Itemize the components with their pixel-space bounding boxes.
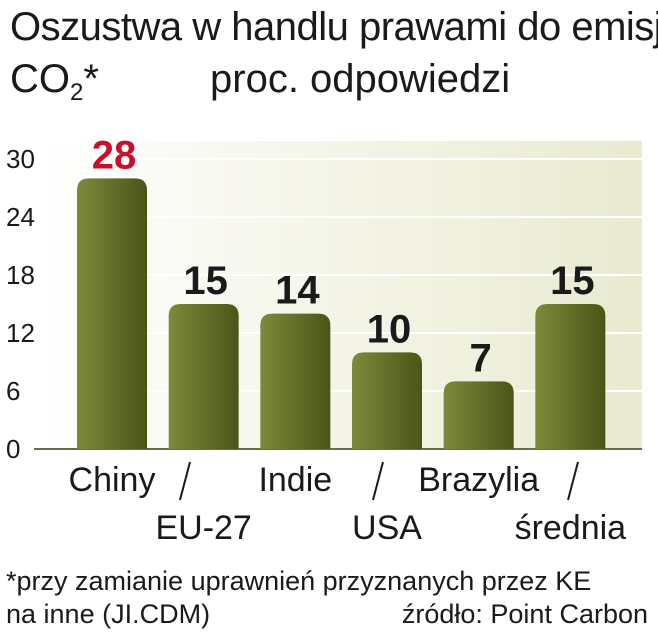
x-category-label: EU-27 [155,509,251,547]
category-separator [372,461,384,501]
bar-value-label: 7 [470,336,492,380]
source-note: źródło: Point Carbon [401,599,648,629]
co2-asterisk: * [83,57,99,101]
bar-value-label: 15 [550,259,595,303]
y-tick-label: 6 [6,376,20,406]
y-tick-label: 18 [6,260,35,290]
bar [443,381,514,449]
bar [352,352,422,449]
footnote-line-2: na inne (JI.CDM) [6,599,211,629]
chart-title-co2: CO2* [10,56,99,105]
y-tick-label: 24 [6,202,35,232]
bar [535,304,606,449]
y-tick-label: 12 [6,318,35,348]
x-category-label: USA [352,509,422,547]
bar [260,313,331,449]
y-tick-label: 0 [6,434,20,464]
bar-value-label: 14 [275,269,320,313]
chart-title: Oszustwa w handlu prawami do emisji [10,5,658,49]
category-separator [179,461,191,501]
category-separator [567,461,579,501]
bar [168,304,239,449]
x-category-label: Brazylia [418,461,539,499]
co2-subscript: 2 [70,79,84,106]
x-category-label: średnia [515,509,627,547]
footnote-line-1: *przy zamianie uprawnień przyznanych prz… [6,566,592,596]
bar-value-label: 15 [183,259,228,303]
bar-value-label: 10 [367,307,412,351]
chart-subtitle: proc. odpowiedzi [210,57,511,101]
x-category-label: Chiny [69,461,156,499]
bar-value-label: 28 [92,133,137,177]
y-tick-label: 30 [6,144,35,174]
x-category-label: Indie [258,461,332,499]
bar-chart: 0 6 12 18 24 30 28 Chiny 15 EU-27 14 Indie 10 USA 7 Bra… [6,133,642,547]
bar [77,178,147,449]
co2-text: CO [10,57,70,101]
